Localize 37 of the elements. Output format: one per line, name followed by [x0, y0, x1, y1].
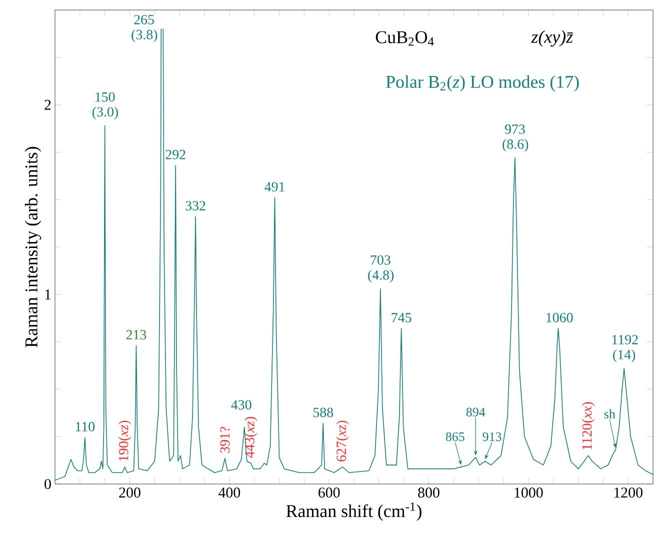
x-tick-label: 600	[318, 488, 340, 498]
x-tick-label: 400	[218, 488, 240, 498]
annotation: 973 (8.6)	[502, 124, 528, 152]
y-axis-title: Raman intensity (arb. units)	[24, 146, 42, 348]
annotation: 443(xz)	[244, 416, 258, 458]
annotation: z(xy)z̄	[531, 30, 573, 47]
annotation: 110	[76, 422, 95, 432]
annotation: 913	[482, 432, 502, 442]
text: Polar B$_{2}$(z) LO modes (17)	[386, 75, 579, 92]
text: CuB$_{2}$O$_{4}$	[376, 31, 434, 46]
annotation: 213	[126, 330, 146, 340]
x-tick-label: 1200	[614, 488, 642, 498]
annotation: 150 (3.0)	[92, 92, 118, 120]
annotation: 894	[466, 408, 486, 416]
annotation: 627(xz)	[336, 420, 349, 462]
annotation: 190(xz)	[118, 420, 132, 461]
annotation: 865	[446, 432, 464, 442]
annotation: 491	[264, 182, 284, 192]
x-tick-label: 200	[119, 488, 140, 498]
annotation: 332	[186, 201, 206, 210]
annotation: sh	[604, 409, 616, 418]
y-tick-label: 0	[44, 478, 51, 490]
annotation: 292	[166, 150, 186, 160]
x-tick-label: 800	[418, 488, 440, 498]
annotation: 588	[313, 408, 334, 418]
annotation: 265 (3.8)	[132, 14, 158, 42]
annotation: 1192 (14)	[612, 334, 638, 362]
annotation: 391?	[220, 426, 230, 453]
x-tick-label: 1000	[514, 488, 543, 498]
annotation: 745	[392, 313, 412, 322]
x-axis-title: Raman shift (cm$^{-1}$)	[286, 502, 422, 521]
y-tick-label: 2	[44, 100, 51, 110]
annotation: 430	[231, 400, 252, 410]
annotation: 703 (4.8)	[368, 255, 394, 283]
annotation: 1060	[546, 312, 573, 322]
annotation: 1120(xx)	[582, 402, 595, 450]
y-tick-label: 1	[45, 289, 51, 300]
